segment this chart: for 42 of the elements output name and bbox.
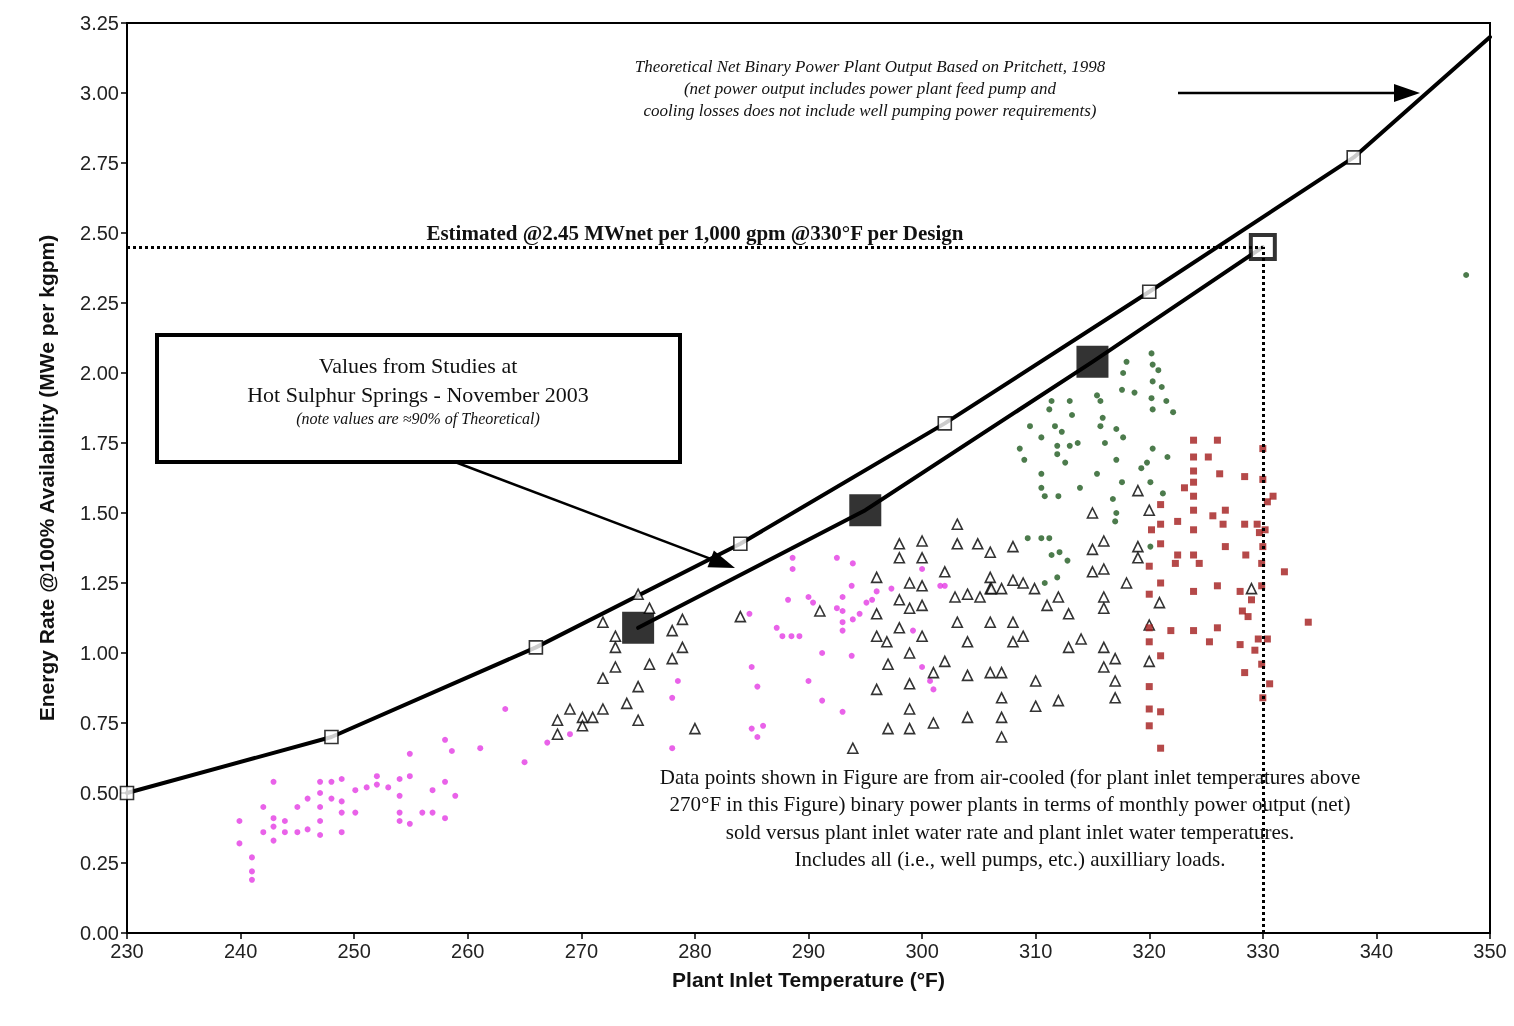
y-tick-label: 3.00 (80, 82, 119, 104)
x-tick-label: 310 (1018, 940, 1053, 962)
y-tick-label: 2.50 (80, 222, 119, 244)
y-tick-label: 1.25 (80, 572, 119, 594)
x-tick-label: 280 (678, 940, 712, 962)
annotation: Data points shown in Figure are from air-cooled (for plant inlet temperatures above 270°F in this Figure) binary power plants in terms of monthly power output (net) sold versus plant inlet water rate and plant inlet water temperatures. Includes all (i.e., well pumps, etc.) auxilliary loads. (659, 764, 1361, 873)
y-tick-label: 2.25 (80, 292, 119, 314)
y-tick-label: 0.25 (80, 852, 119, 874)
y-tick-label: 3.25 (80, 12, 119, 34)
y-tick-label: 1.75 (80, 432, 119, 454)
x-axis-title: Plant Inlet Temperature (°F) (672, 968, 945, 991)
y-axis-title: Energy Rate @100% Availability (MWe per kgpm) (35, 234, 58, 722)
point (849, 494, 882, 527)
x-tick-label: 240 (223, 940, 258, 962)
annotation: Values from Studies at Hot Sulphur Springs - November 2003 (note values are ≈90% of Theoretical) (247, 352, 589, 430)
point (622, 611, 655, 644)
x-tick-label: 300 (905, 940, 939, 962)
x-tick-label: 270 (564, 940, 599, 962)
point (1346, 150, 1361, 165)
x-tick-label: 340 (1359, 940, 1394, 962)
point (119, 785, 135, 801)
x-tick-label: 260 (451, 940, 485, 962)
point (324, 729, 339, 745)
x-tick-label: 330 (1246, 940, 1280, 962)
y-tick-label: 0.50 (80, 782, 119, 804)
point (937, 416, 953, 431)
point (528, 640, 544, 655)
point (1248, 233, 1277, 261)
y-tick-label: 2.00 (80, 362, 119, 384)
x-tick-label: 290 (791, 940, 826, 962)
point (1076, 345, 1109, 378)
x-tick-label: 250 (337, 940, 371, 962)
y-tick-label: 2.75 (80, 152, 119, 174)
y-tick-label: 0.75 (80, 712, 119, 734)
annotation: Theoretical Net Binary Power Plant Output Based on Pritchett, 1998 (net power output includes power plant feed pump and cooling losses does not include well pumping power requirements) (634, 56, 1106, 123)
y-tick-label: 1.50 (80, 502, 119, 524)
ref-line-label: Estimated @2.45 MWnet per 1,000 gpm @330°F per Design (426, 220, 964, 245)
x-tick-label: 320 (1132, 940, 1166, 962)
point (1141, 284, 1157, 300)
y-tick-label: 1.00 (80, 642, 119, 664)
x-tick-label: 350 (1473, 940, 1507, 962)
point (733, 536, 748, 552)
